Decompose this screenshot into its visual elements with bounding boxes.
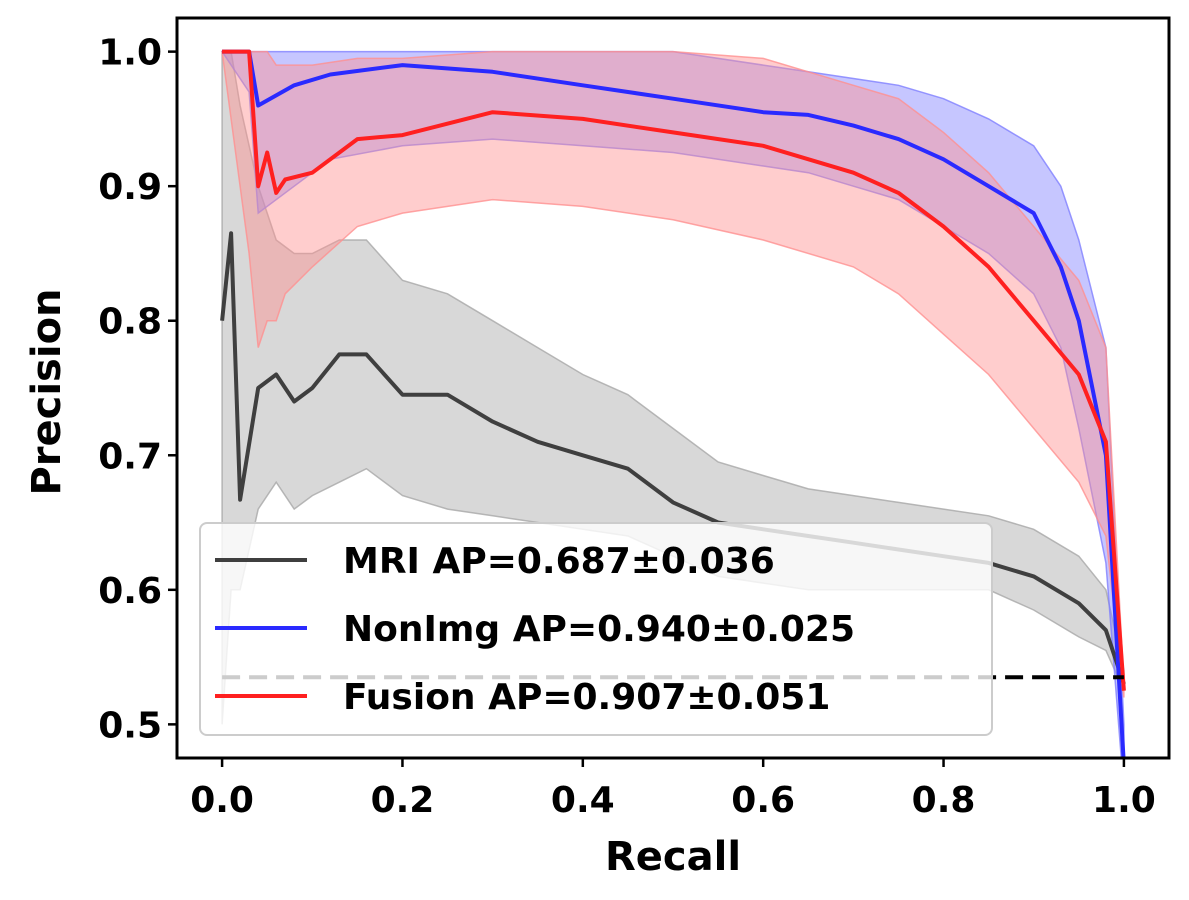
y-tick-label: 0.7 (98, 436, 162, 477)
x-tick-label: 0.6 (731, 780, 795, 821)
x-axis-ticks: 0.0 0.2 0.4 0.6 0.8 1.0 (190, 758, 1156, 821)
line-fusion (222, 49, 1126, 691)
x-tick-label: 1.0 (1092, 780, 1156, 821)
x-tick-label: 0.8 (912, 780, 976, 821)
x-tick-label: 0.2 (371, 780, 435, 821)
y-axis-ticks: 0.5 0.6 0.7 0.8 0.9 1.0 (98, 33, 177, 746)
y-tick-label: 1.0 (98, 33, 162, 74)
y-tick-label: 0.8 (98, 302, 162, 343)
x-tick-label: 0.4 (551, 780, 615, 821)
band-fusion (221, 50, 1125, 698)
y-tick-label: 0.9 (98, 167, 162, 208)
y-axis-label: Precision (24, 288, 70, 495)
legend-entries: MRI AP=0.687±0.036 NonImg AP=0.940±0.025 F… (215, 541, 855, 718)
x-tick-label: 0.0 (190, 780, 254, 821)
plot-frame (175, 16, 1171, 760)
legend: MRI AP=0.687±0.036 NonImg AP=0.940±0.025 F… (199, 522, 993, 736)
line-nonimg (222, 49, 1126, 758)
x-axis-label: Recall (605, 834, 741, 880)
legend-label-fusion: Fusion AP=0.907±0.051 (343, 677, 830, 718)
y-tick-label: 0.6 (98, 571, 162, 612)
legend-label-mri: MRI AP=0.687±0.036 (343, 541, 775, 582)
legend-box (199, 522, 993, 736)
y-tick-label: 0.5 (98, 705, 162, 746)
legend-label-nonimg: NonImg AP=0.940±0.025 (343, 609, 855, 650)
